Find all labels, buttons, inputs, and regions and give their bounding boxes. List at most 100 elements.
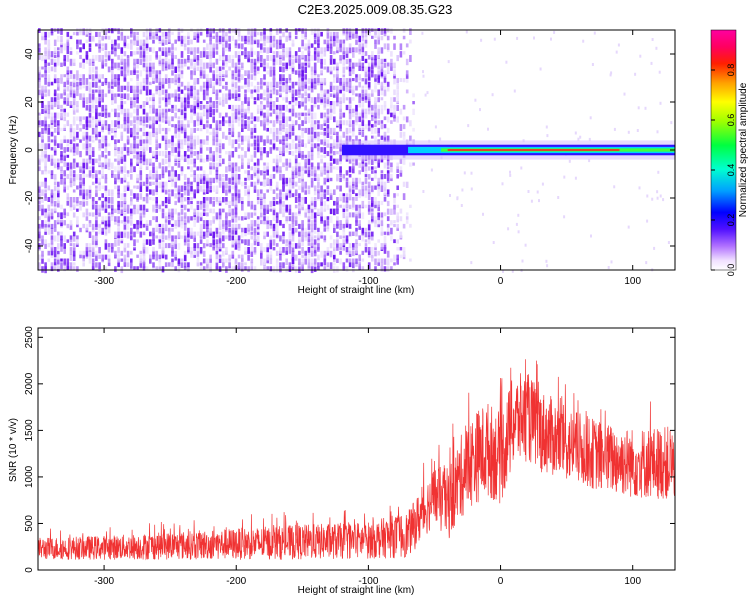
spectrogram-cell bbox=[66, 258, 70, 264]
spectrogram-cell bbox=[66, 93, 70, 98]
spectrogram-cell bbox=[374, 120, 377, 124]
spectrogram-cell bbox=[218, 216, 222, 220]
spectrogram-cell bbox=[139, 58, 143, 65]
spectrogram-cell bbox=[145, 101, 149, 105]
spectrogram-cell bbox=[142, 239, 146, 245]
spectrogram-cell bbox=[383, 81, 387, 85]
spectrogram-cell bbox=[168, 35, 171, 43]
spectrogram-cell bbox=[63, 55, 66, 61]
spectrogram-cell bbox=[288, 151, 292, 155]
spectrogram-cell bbox=[79, 189, 82, 196]
spectrogram-cell bbox=[164, 131, 168, 139]
spectrogram-cell bbox=[269, 239, 273, 244]
spectrogram-cell bbox=[111, 204, 114, 211]
spectrogram-cell bbox=[66, 66, 70, 73]
spectrogram-cell bbox=[164, 55, 168, 61]
spectrogram-cell bbox=[53, 143, 57, 150]
spectrogram-cell bbox=[215, 262, 219, 269]
spectrogram-cell bbox=[237, 43, 241, 49]
spectrogram-cell bbox=[158, 85, 162, 91]
spectrogram-cell bbox=[152, 127, 155, 134]
spectrogram-cell bbox=[91, 116, 95, 121]
spectrogram-cell bbox=[393, 104, 396, 110]
spectrogram-cell bbox=[38, 216, 41, 221]
spectrogram-cell bbox=[266, 250, 269, 257]
spectrogram-cell bbox=[380, 200, 384, 206]
spectrogram-cell bbox=[158, 62, 162, 67]
spectrogram-cell bbox=[345, 220, 349, 226]
spectrogram-cell bbox=[85, 147, 89, 151]
signal-ridge bbox=[341, 140, 675, 160]
spectrogram-cell bbox=[320, 51, 323, 58]
spectrogram-cell bbox=[152, 62, 155, 70]
spectrogram-cell bbox=[164, 235, 168, 240]
spectrogram-cell bbox=[187, 135, 190, 142]
spectrogram-cell bbox=[155, 185, 158, 193]
spectrogram-cell bbox=[352, 262, 355, 268]
spectrogram-cell bbox=[218, 208, 222, 216]
spectrogram-cell bbox=[266, 189, 269, 193]
spectrogram-cell bbox=[193, 78, 196, 85]
spectrogram-cell bbox=[285, 85, 288, 93]
spectrogram-cell bbox=[206, 101, 209, 105]
spectrogram-cell bbox=[158, 70, 162, 75]
spectrogram-cell bbox=[507, 227, 510, 231]
spectrogram-cell bbox=[282, 81, 285, 86]
spectrogram-cell bbox=[386, 116, 390, 123]
spectrogram-cell bbox=[320, 262, 323, 267]
spectrogram-cell bbox=[358, 208, 361, 214]
spectrogram-cell bbox=[298, 243, 301, 249]
spectrogram-cell bbox=[164, 66, 168, 71]
spectrogram-cell bbox=[145, 166, 149, 170]
spectrogram-cell bbox=[177, 162, 181, 168]
spectrogram-cell bbox=[637, 106, 640, 110]
spectrogram-cell bbox=[72, 212, 76, 218]
spectrogram-cell bbox=[234, 139, 238, 144]
spectrogram-cell bbox=[57, 181, 60, 187]
spectrogram-cell bbox=[288, 181, 292, 186]
spectrogram-cell bbox=[263, 197, 266, 204]
spectrogram-cell bbox=[307, 189, 311, 195]
spectrogram-cell bbox=[98, 170, 101, 175]
spectrogram-cell bbox=[66, 120, 70, 127]
spectrogram-cell bbox=[50, 200, 54, 207]
spectrogram-cell bbox=[256, 139, 260, 147]
spectrogram-cell bbox=[133, 101, 136, 108]
spectrogram-cell bbox=[313, 200, 317, 207]
spectrogram-cell bbox=[41, 139, 44, 143]
spectrogram-cell bbox=[371, 35, 374, 39]
spectrogram-cell bbox=[142, 47, 146, 52]
spectrogram-cell bbox=[218, 254, 222, 258]
spectrogram-cell bbox=[196, 135, 200, 140]
spectrogram-cell bbox=[329, 116, 333, 120]
spectrogram-cell bbox=[44, 223, 47, 228]
spectrogram-cell bbox=[196, 93, 200, 100]
spectrogram-cell bbox=[228, 227, 231, 233]
spectrogram-cell bbox=[310, 258, 314, 263]
spectrogram-cell bbox=[183, 104, 187, 112]
spectrogram-cell bbox=[263, 177, 266, 184]
spectrogram-cell bbox=[288, 239, 292, 245]
spectrogram-cell bbox=[85, 223, 89, 231]
spectrogram-cell bbox=[101, 204, 104, 211]
spectrogram-cell bbox=[57, 185, 60, 191]
spectrogram-cell bbox=[212, 200, 215, 207]
spectrogram-cell bbox=[50, 243, 54, 249]
spectrogram-cell bbox=[50, 197, 54, 204]
spectrogram-cell bbox=[91, 174, 95, 179]
spectrogram-cell bbox=[231, 250, 235, 258]
spectrogram-cell bbox=[352, 28, 355, 34]
spectrogram-cell bbox=[345, 208, 349, 212]
spectrogram-cell bbox=[241, 139, 244, 145]
spectrogram-cell bbox=[202, 258, 206, 264]
spectrogram-cell bbox=[145, 85, 149, 91]
spectrogram-cell bbox=[95, 97, 98, 104]
spectrogram-cell bbox=[44, 162, 47, 168]
spectrogram-cell bbox=[123, 258, 127, 266]
spectrogram-cell bbox=[158, 223, 162, 228]
spectrogram-cell bbox=[60, 74, 63, 81]
spectrogram-cell bbox=[336, 231, 339, 237]
spectrogram-cell bbox=[304, 55, 307, 62]
spectrogram-cell bbox=[41, 197, 44, 203]
spectrogram-cell bbox=[72, 231, 76, 237]
